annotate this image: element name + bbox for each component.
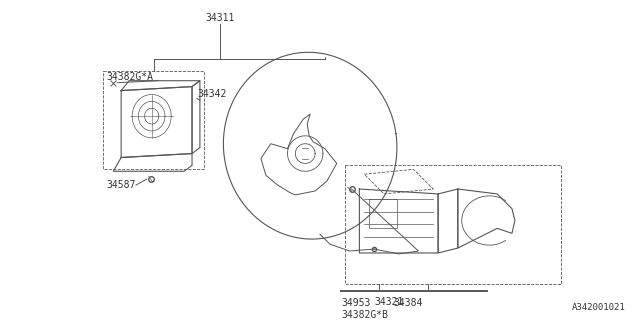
Text: 34384: 34384 [394,298,423,308]
Text: 34382G*A: 34382G*A [106,72,154,82]
Text: 34587: 34587 [106,180,136,190]
Text: 34382G*B: 34382G*B [342,310,388,320]
Text: A342001021: A342001021 [572,303,625,312]
Text: 34311: 34311 [205,13,234,23]
Text: 34953: 34953 [342,298,371,308]
Text: 34342: 34342 [197,89,227,99]
Text: 34321: 34321 [374,297,403,307]
